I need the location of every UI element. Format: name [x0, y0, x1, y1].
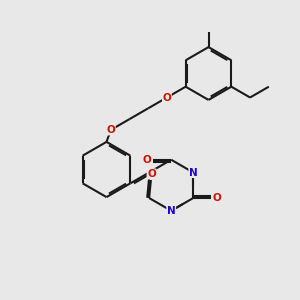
Text: O: O [163, 92, 171, 103]
Text: N: N [167, 206, 176, 216]
Text: O: O [213, 193, 222, 203]
Text: O: O [147, 169, 156, 179]
Text: O: O [106, 125, 115, 135]
Text: N: N [189, 167, 198, 178]
Text: O: O [143, 155, 152, 165]
